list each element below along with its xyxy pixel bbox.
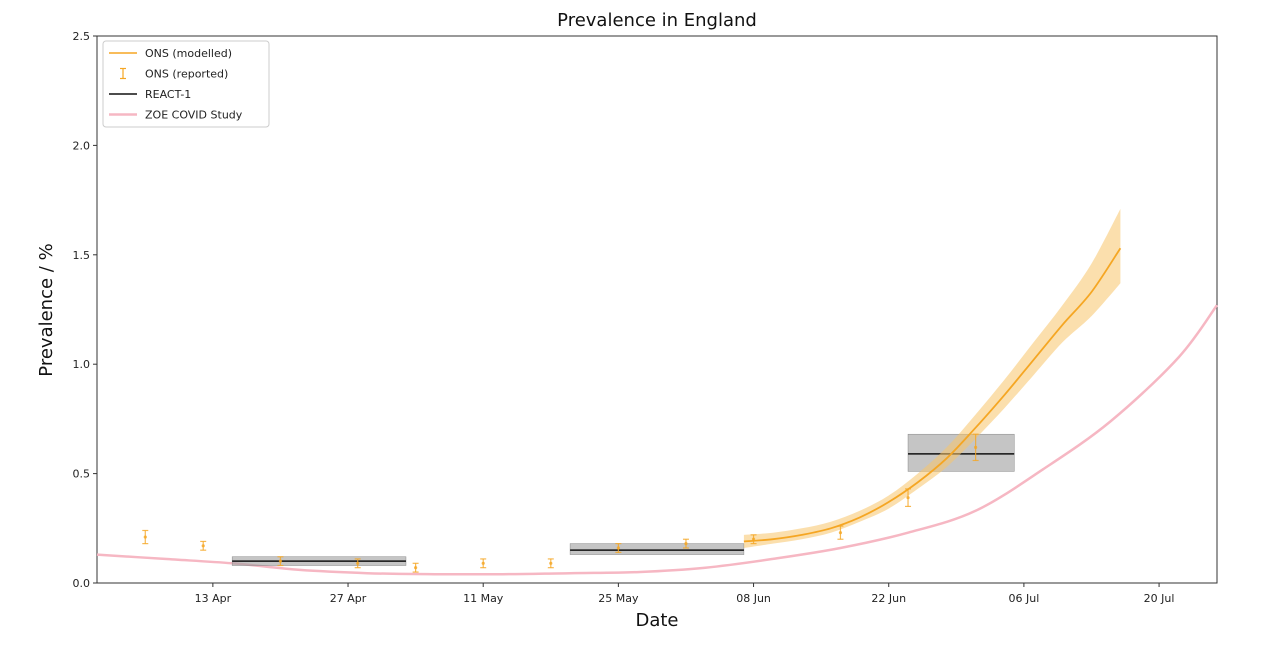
legend-label: ONS (reported) [145, 68, 228, 81]
react-band [569, 543, 745, 555]
legend-label: ZOE COVID Study [145, 109, 243, 122]
x-axis-title: Date [635, 610, 678, 631]
x-tick-label: 08 Jun [736, 592, 771, 605]
x-tick-label: 13 Apr [195, 592, 232, 605]
ons-reported-point [414, 566, 418, 570]
ons-modelled-band [743, 208, 1121, 548]
x-tick-label: 20 Jul [1144, 592, 1175, 605]
y-tick-label: 0.5 [73, 468, 91, 481]
x-tick-label: 11 May [463, 592, 504, 605]
ons-reported-point [481, 561, 485, 565]
axes-frame [96, 35, 1218, 584]
ons-reported-point [356, 561, 360, 565]
x-tick-label: 22 Jun [871, 592, 906, 605]
zoe-line [96, 304, 1219, 576]
ons-reported-point [549, 561, 553, 565]
ons-reported-point [751, 537, 756, 541]
y-tick-label: 1.5 [73, 249, 91, 262]
ons-reported-point [278, 559, 283, 563]
ons-reported-point [974, 445, 978, 449]
legend-box [102, 40, 270, 128]
y-tick-label: 2.5 [73, 30, 91, 43]
chart-title: Prevalence in England [557, 10, 757, 31]
ons-reported-point [201, 544, 205, 548]
ons-reported-point [143, 535, 147, 539]
ons-reported-point [906, 496, 910, 500]
ons-reported-point [684, 542, 688, 546]
ons-modelled-line [743, 247, 1122, 543]
legend-label: REACT-1 [145, 88, 191, 101]
legend-label: ONS (modelled) [145, 47, 232, 60]
x-tick-label: 06 Jul [1009, 592, 1040, 605]
y-tick-label: 2.0 [73, 139, 91, 152]
y-axis-title: Prevalence / % [36, 243, 57, 376]
y-tick-label: 1.0 [73, 358, 91, 371]
x-tick-label: 27 Apr [330, 592, 367, 605]
ons-reported-point [838, 531, 843, 535]
legend: ONS (modelled) ONS (reported) REACT-1 ZOE C… [102, 40, 270, 128]
x-tick-label: 25 May [598, 592, 639, 605]
plot-area: 0.0 0.5 1.0 1.5 2.0 2.5 13 Apr 27 Apr 11 May 25 M… [73, 30, 1219, 605]
ons-reported-point [616, 546, 620, 550]
y-tick-label: 0.0 [73, 577, 91, 590]
